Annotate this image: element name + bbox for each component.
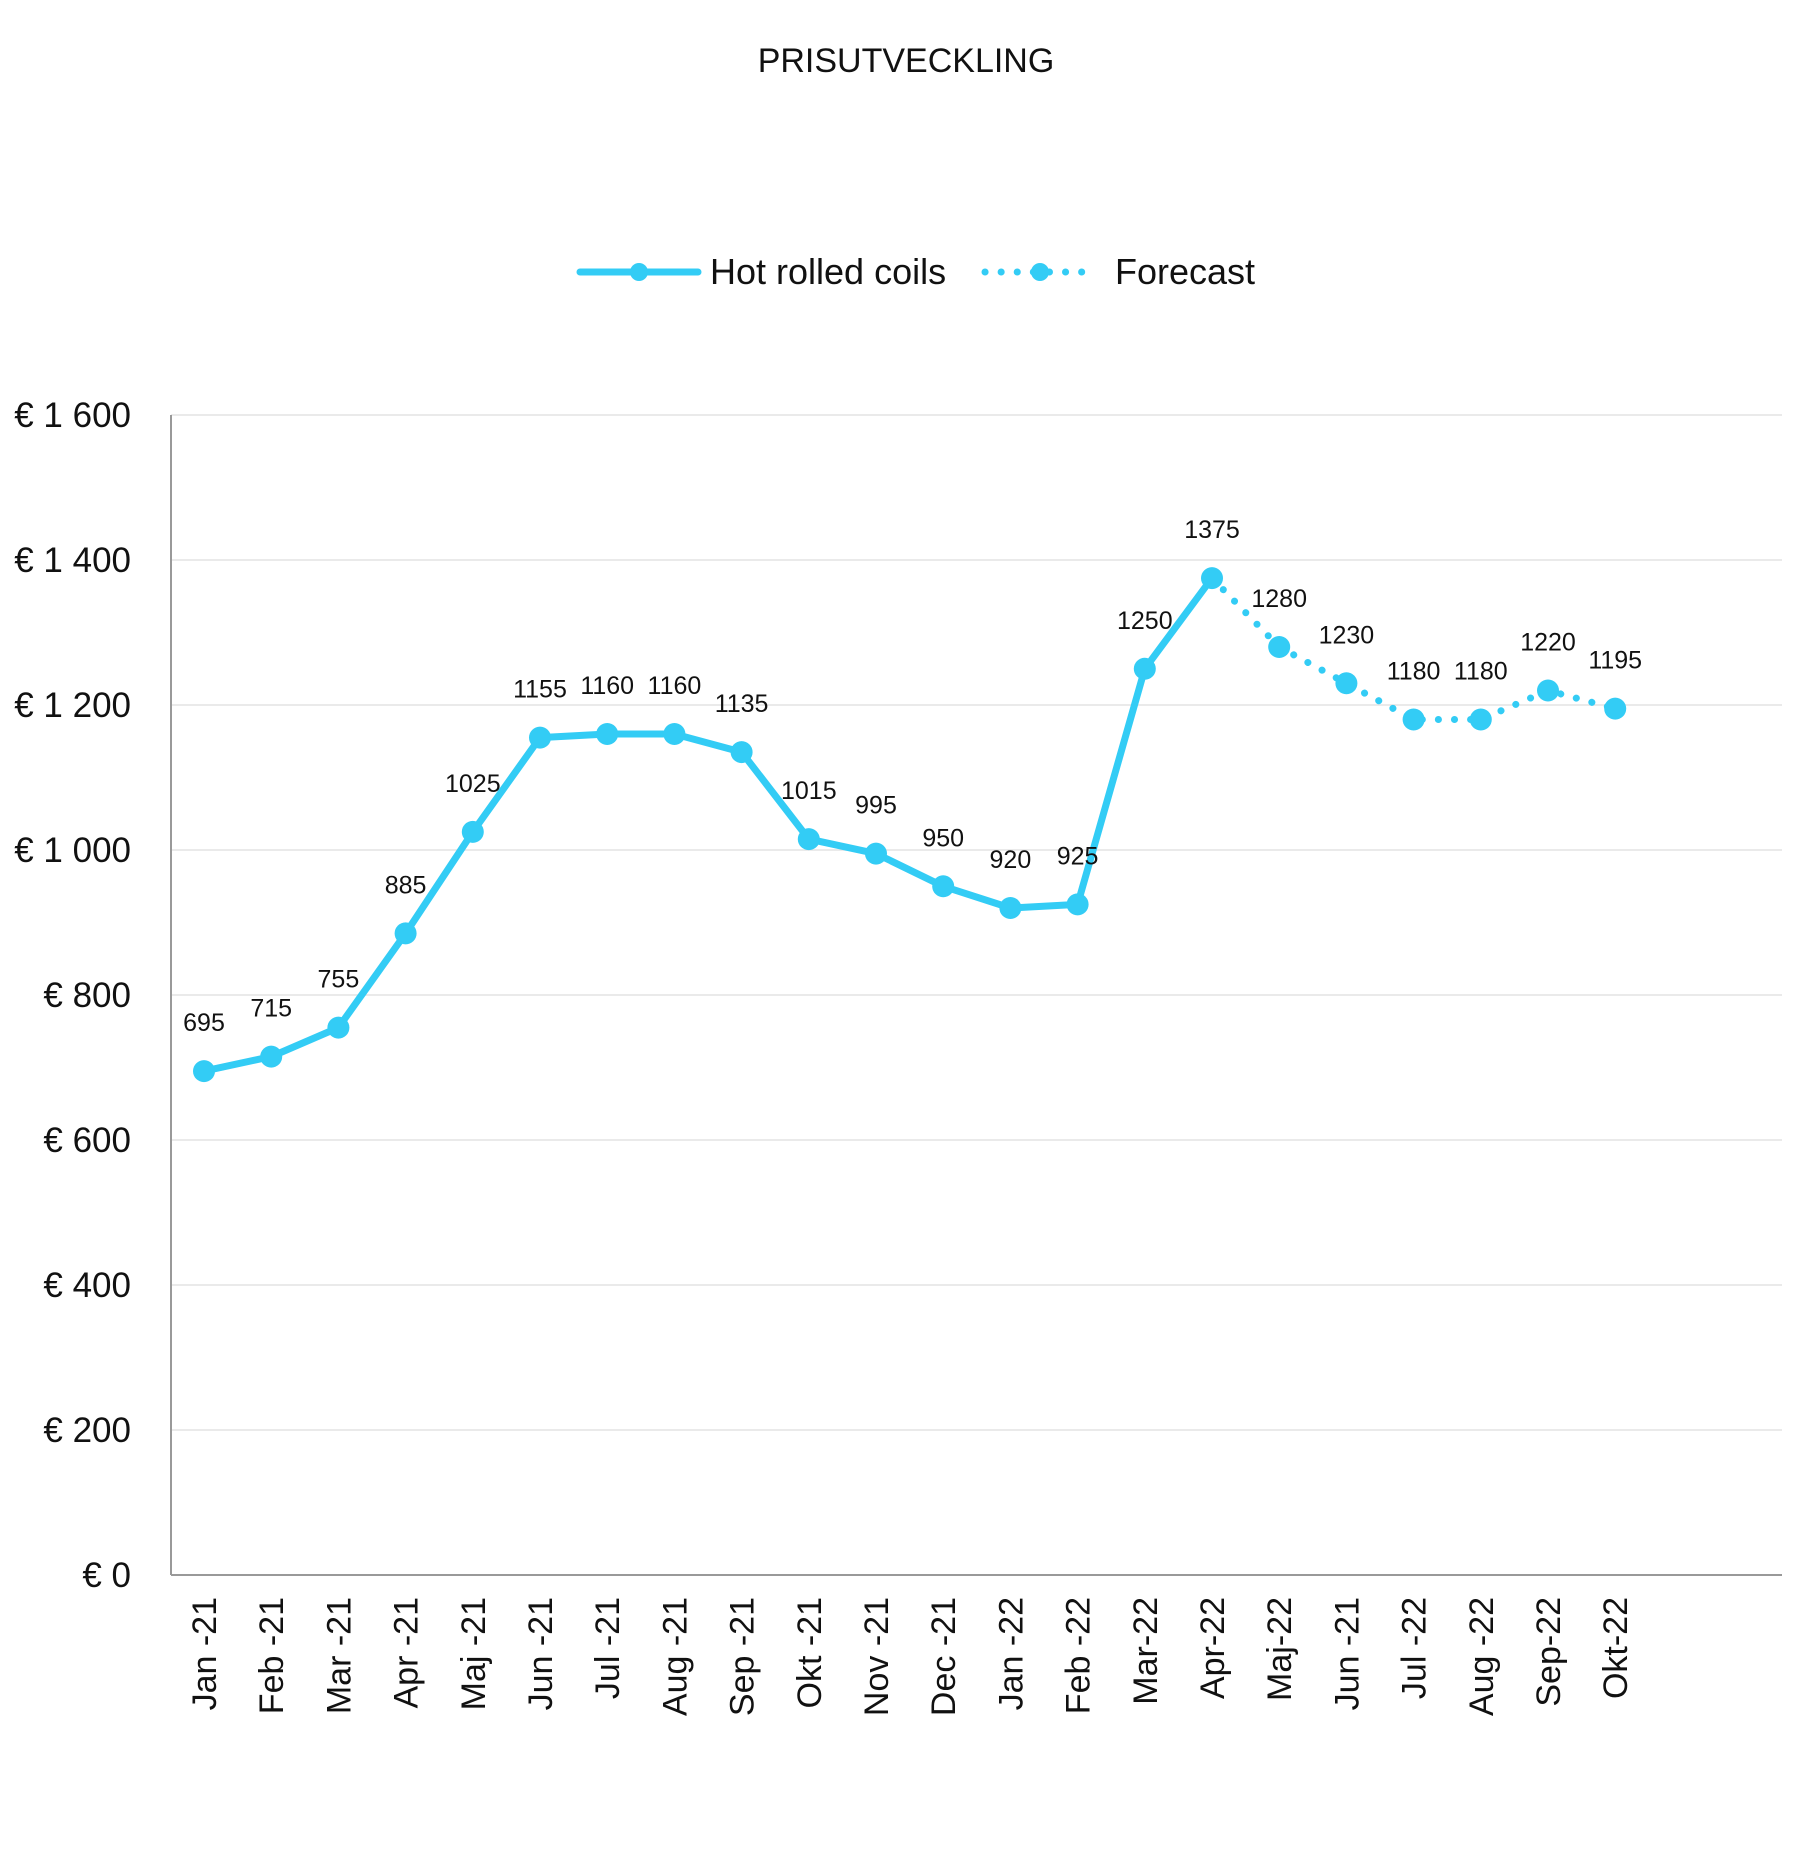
data-point [932,875,955,898]
y-tick-label: € 400 [43,1266,131,1305]
x-tick-label: Jun -21 [1328,1597,1366,1710]
x-tick-label: Maj-22 [1261,1597,1299,1701]
x-tick-label: Jan -22 [992,1597,1030,1710]
data-labels: 695 715 755 885 1025 1155 1160 1160 1135 1015 995 9… [183,516,1642,1037]
data-label: 755 [318,966,360,994]
data-label: 1230 [1319,621,1375,649]
data-label: 920 [990,846,1032,874]
legend-dotted-marker [1031,263,1049,281]
data-point [461,820,484,843]
data-label: 885 [385,871,427,899]
legend-solid-marker [630,263,648,281]
data-point [529,726,551,749]
data-label: 1015 [781,777,837,805]
data-point [1402,708,1425,731]
data-point [1268,636,1291,658]
y-tick-label: € 1 200 [14,686,131,725]
y-tick-label: € 1 400 [14,541,131,580]
data-point [1335,672,1358,695]
x-tick-label: Dec -21 [925,1597,963,1716]
x-tick-label: Sep-22 [1530,1597,1568,1707]
x-tick-label: Apr-22 [1194,1597,1232,1699]
gridlines [171,414,1782,1431]
data-point [260,1045,283,1068]
data-label: 1375 [1184,516,1240,544]
x-tick-label: Aug -22 [1463,1597,1501,1716]
data-label: 1250 [1117,607,1173,635]
data-point [730,741,753,764]
x-tick-label: Aug -21 [656,1597,694,1716]
data-label: 950 [922,824,964,852]
data-label: 695 [183,1009,225,1037]
data-point [596,723,619,745]
data-point [1133,657,1156,680]
x-axis-ticks: Jan -21 Feb -21 Mar -21 Apr -21 Maj -21 Jun -… [186,1597,1635,1716]
x-tick-label: Okt-22 [1597,1597,1635,1699]
x-tick-label: Jul -21 [589,1597,627,1699]
data-label: 1280 [1251,585,1307,613]
x-tick-label: Mar -21 [320,1597,358,1714]
data-label: 1160 [648,672,702,700]
legend-label-forecast: Forecast [1115,251,1255,292]
chart-title: PRISUTVECKLING [758,42,1055,80]
x-tick-label: Nov -21 [858,1597,896,1716]
y-tick-label: € 1 600 [14,396,131,435]
data-point [1469,708,1492,731]
series-line-hot-rolled-coils [200,574,1216,1075]
data-point [1201,567,1223,590]
y-tick-label: € 800 [43,976,131,1015]
data-label: 1025 [445,770,501,798]
x-tick-label: Maj -21 [455,1597,493,1710]
y-tick-label: € 0 [82,1556,131,1595]
data-point [999,897,1022,919]
data-label: 1155 [513,676,567,704]
x-tick-label: Feb -22 [1060,1597,1098,1714]
data-point [327,1016,350,1039]
data-label: 715 [250,995,292,1023]
x-tick-label: Mar-22 [1127,1597,1165,1705]
data-label: 995 [855,792,897,820]
y-tick-label: € 1 000 [14,831,131,870]
data-label: 1180 [1454,658,1508,686]
x-tick-label: Jun -21 [522,1597,560,1710]
axes [170,415,1782,1576]
data-label: 1180 [1387,658,1441,686]
y-tick-label: € 600 [43,1121,131,1160]
data-label: 1135 [715,690,769,718]
x-tick-label: Apr -21 [388,1597,426,1709]
x-tick-label: Okt -21 [791,1597,829,1708]
data-point [1066,893,1089,916]
x-tick-label: Jan -21 [186,1597,224,1710]
y-tick-label: € 200 [43,1411,131,1450]
data-point [797,828,820,851]
x-tick-label: Feb -21 [253,1597,291,1714]
data-label: 1195 [1588,647,1642,675]
data-label: 925 [1057,842,1099,870]
data-label: 1220 [1520,629,1576,657]
x-tick-label: Sep -21 [724,1597,762,1716]
data-point [1537,679,1559,702]
data-point [663,723,686,745]
data-point [394,922,417,945]
y-axis-ticks: € 0 € 200 € 400 € 600 € 800 € 1 000 € 1 200 € 1… [14,396,131,1595]
data-point [1604,697,1627,720]
legend: Hot rolled coils Forecast [576,251,1255,292]
data-label: 1160 [580,672,634,700]
data-point [865,842,887,865]
series [193,567,1627,1083]
x-tick-label: Jul -22 [1396,1597,1434,1699]
legend-label-hot-rolled-coils: Hot rolled coils [710,251,946,292]
data-point [193,1060,215,1083]
